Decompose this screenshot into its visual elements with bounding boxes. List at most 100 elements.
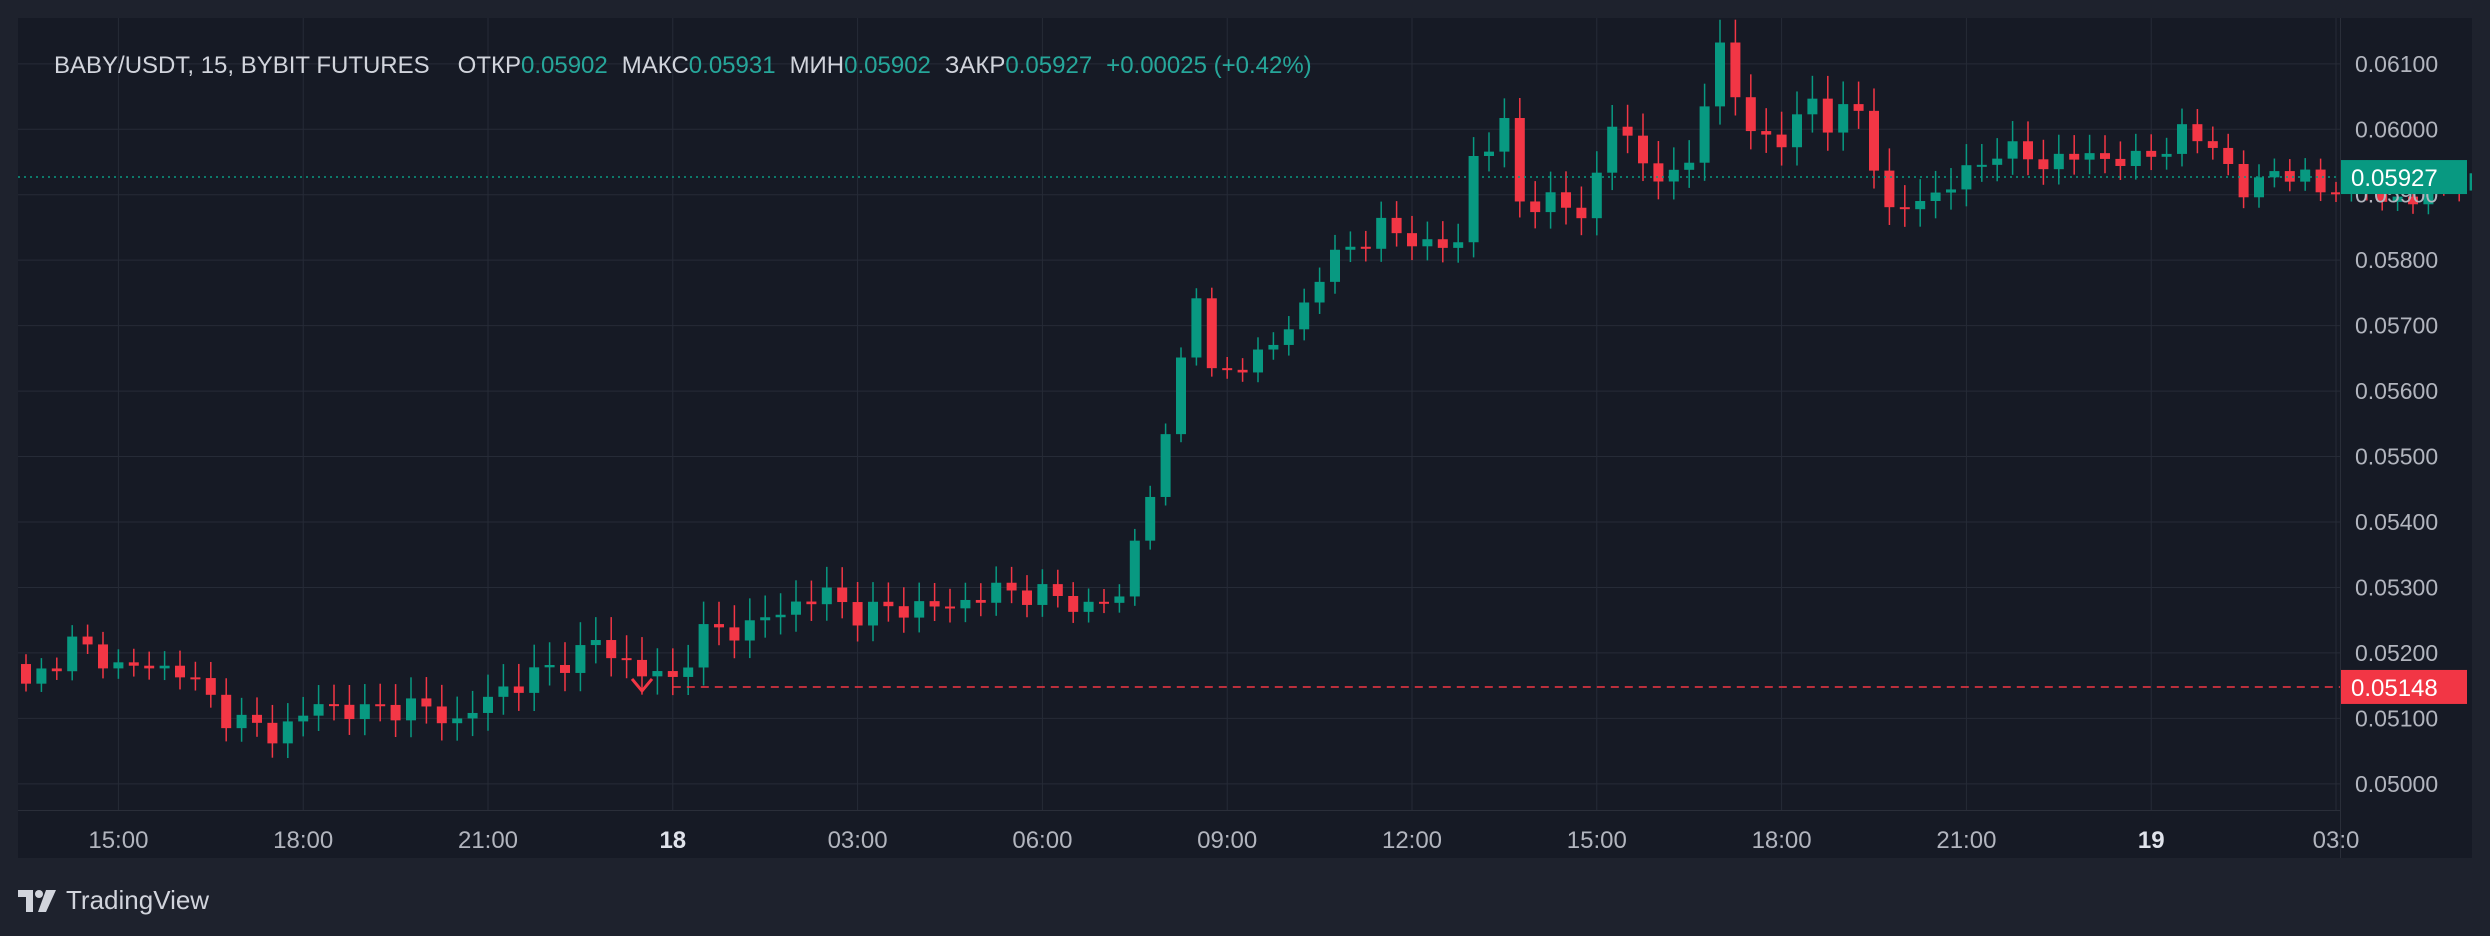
candle-body <box>1638 135 1648 164</box>
candle-body <box>236 714 247 729</box>
candle-body <box>498 686 509 697</box>
candle-body <box>852 602 863 626</box>
symbol-title[interactable]: BABY/USDT, 15, BYBIT FUTURES <box>54 52 430 79</box>
candle-body <box>1869 110 1879 171</box>
candle-body <box>544 665 555 668</box>
candle-body <box>621 658 632 661</box>
last-price-badge <box>2341 160 2467 195</box>
candle-body <box>698 624 709 668</box>
chart-area[interactable]: 0.05000 0.05100 0.05200 0.05300 0.05400 0.055… <box>18 18 2472 858</box>
candle-body <box>2130 150 2141 166</box>
high-label: МАКС <box>621 52 689 79</box>
candle-body <box>744 620 755 641</box>
candle-body <box>1853 104 1864 111</box>
candle-body <box>1668 169 1679 182</box>
price-tick-label: 0.05000 <box>2355 771 2438 797</box>
candle-body <box>806 601 817 605</box>
candle-body <box>945 606 955 609</box>
candle-body <box>1206 298 1217 369</box>
candle-body <box>1884 170 1895 208</box>
candle-body <box>1237 369 1248 373</box>
price-tick-label: 0.05200 <box>2355 640 2438 666</box>
candle-body <box>821 587 832 605</box>
candle-body <box>144 665 155 669</box>
candle-body <box>298 715 309 722</box>
candle-body <box>2038 159 2049 170</box>
candle-body <box>1899 207 1910 210</box>
candle-body <box>637 659 647 677</box>
candle-body <box>1807 98 1818 115</box>
candle-body <box>159 665 170 669</box>
candle-body <box>560 665 570 673</box>
candle-body <box>344 704 355 720</box>
candle-body <box>1407 233 1417 247</box>
candle-body <box>1160 434 1171 497</box>
candle-body <box>1576 207 1587 219</box>
price-axis[interactable]: 0.05000 0.05100 0.05200 0.05300 0.05400 0.055… <box>2341 51 2467 797</box>
candles <box>21 19 2472 759</box>
candle-body <box>2192 124 2203 142</box>
candle-body <box>2269 171 2280 178</box>
candle-body <box>1145 496 1156 541</box>
symbol-legend: BABY/USDT, 15, BYBIT FUTURES ОТКР 0.05902… <box>54 52 1312 80</box>
candle-body <box>128 662 139 666</box>
candle-body <box>82 636 93 645</box>
candle-body <box>36 668 47 684</box>
candle-body <box>375 704 386 707</box>
tradingview-brand[interactable]: TradingView <box>18 885 209 916</box>
candle-body <box>1745 97 1756 132</box>
time-tick-label: 09:00 <box>1197 827 1257 854</box>
candle-body <box>1268 344 1279 350</box>
low-value: 0.05902 <box>844 52 931 79</box>
candle-body <box>1730 42 1741 98</box>
candle-body <box>1006 582 1017 591</box>
price-tick-label: 0.05700 <box>2355 313 2438 339</box>
candlestick-chart[interactable]: 0.05000 0.05100 0.05200 0.05300 0.05400 0.055… <box>18 18 2472 858</box>
candle-body <box>1468 155 1479 243</box>
open-label: ОТКР <box>457 52 521 79</box>
candle-body <box>1838 104 1849 133</box>
candle-body <box>2254 177 2264 198</box>
candle-body <box>2331 192 2341 195</box>
time-tick-label: 18:00 <box>1752 827 1812 854</box>
time-tick-label: 18 <box>659 827 686 854</box>
candle-body <box>1545 192 1556 213</box>
candle-body <box>2408 196 2418 205</box>
brand-name: TradingView <box>66 885 210 915</box>
candle-body <box>1653 163 1664 182</box>
candle-body <box>898 606 909 618</box>
candle-body <box>1607 126 1618 173</box>
candle-body <box>2146 150 2157 157</box>
candle-body <box>1930 192 1941 202</box>
time-tick-label: 21:00 <box>458 827 518 854</box>
candle-body <box>960 599 971 609</box>
candle-body <box>1715 42 1725 107</box>
candle-body <box>406 698 416 721</box>
candle-body <box>467 712 478 719</box>
candle-body <box>2377 192 2388 202</box>
candle-body <box>1499 118 1510 152</box>
candle-body <box>2469 173 2472 191</box>
candle-body <box>1684 162 1695 170</box>
open-value: 0.05902 <box>520 52 608 79</box>
candle-body <box>452 718 463 724</box>
candle-body <box>991 582 1002 603</box>
candle-body <box>760 617 771 621</box>
candle-body <box>2084 153 2095 160</box>
candle-body <box>2207 141 2218 148</box>
candle-body <box>1961 165 1972 190</box>
close-value: 0.05927 <box>1005 52 1093 79</box>
candle-body <box>1561 192 1571 208</box>
time-axis[interactable]: 15:00 18:00 21:00 18 03:00 06:00 09:00 12:00 15:… <box>88 827 2359 854</box>
price-tick-label: 0.05100 <box>2355 705 2438 731</box>
price-tick-label: 0.05300 <box>2355 574 2438 600</box>
candle-body <box>1022 590 1032 605</box>
time-tick-label: 19 <box>2138 827 2165 854</box>
price-tick-label: 0.06100 <box>2355 51 2438 77</box>
candle-body <box>436 706 447 724</box>
candle-body <box>329 704 339 707</box>
candle-body <box>1253 349 1263 373</box>
candle-body <box>652 671 663 677</box>
candle-body <box>975 599 986 603</box>
time-tick-label: 12:00 <box>1382 827 1442 854</box>
